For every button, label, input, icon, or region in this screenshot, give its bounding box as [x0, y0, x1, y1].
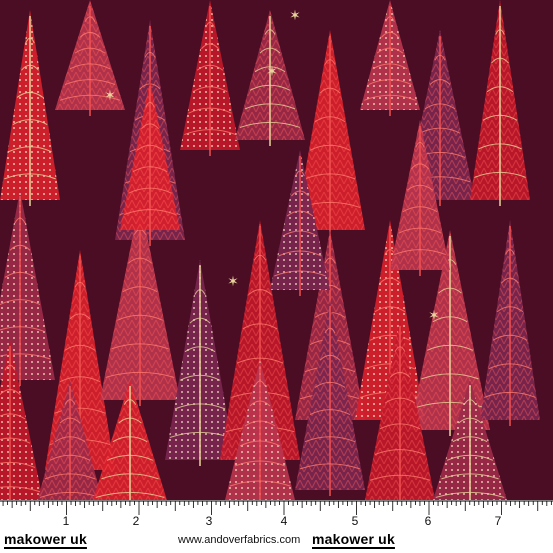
star-icon: ✶ [428, 307, 440, 323]
ruler-ticks [0, 500, 553, 515]
tree-motif [360, 0, 420, 116]
tree-motif [480, 220, 540, 426]
tree-motif [93, 380, 167, 500]
brand-label-left: makower uk [4, 531, 87, 547]
tree-motif [120, 80, 180, 236]
ruler-number-2: 2 [132, 514, 140, 528]
tree-motif [433, 380, 507, 500]
star-icon: ✶ [289, 7, 301, 23]
ruler-number-5: 5 [351, 514, 359, 528]
tree-motif [37, 380, 103, 500]
measuring-ruler [0, 500, 553, 553]
ruler-number-6: 6 [424, 514, 432, 528]
tree-motif [235, 10, 305, 146]
tree-motif [295, 300, 365, 496]
ruler-number-1: 1 [62, 514, 70, 528]
tree-motif [100, 200, 180, 406]
tree-motif [225, 360, 295, 500]
ruler-number-7: 7 [494, 514, 502, 528]
star-icon: ✶ [266, 63, 278, 79]
ruler-number-4: 4 [280, 514, 288, 528]
tree-motif [0, 340, 43, 500]
tree-motif [470, 0, 530, 206]
tree-motif [365, 320, 435, 500]
tree-motif [220, 220, 300, 466]
tree-motif [0, 190, 55, 386]
ruler-number-3: 3 [205, 514, 213, 528]
star-icon: ✶ [104, 87, 116, 103]
tree-motif [390, 120, 450, 276]
tree-motif [270, 150, 330, 296]
christmas-tree-fabric-print: ✶ ✶ ✶ ✶ ✶ [0, 0, 553, 500]
tree-motif [165, 260, 235, 466]
tree-motif [0, 10, 60, 206]
website-label[interactable]: www.andoverfabrics.com [178, 534, 301, 546]
tree-motif [55, 0, 125, 116]
tree-motif [180, 0, 240, 156]
star-icon: ✶ [227, 273, 239, 289]
brand-label-right: makower uk [312, 531, 395, 547]
